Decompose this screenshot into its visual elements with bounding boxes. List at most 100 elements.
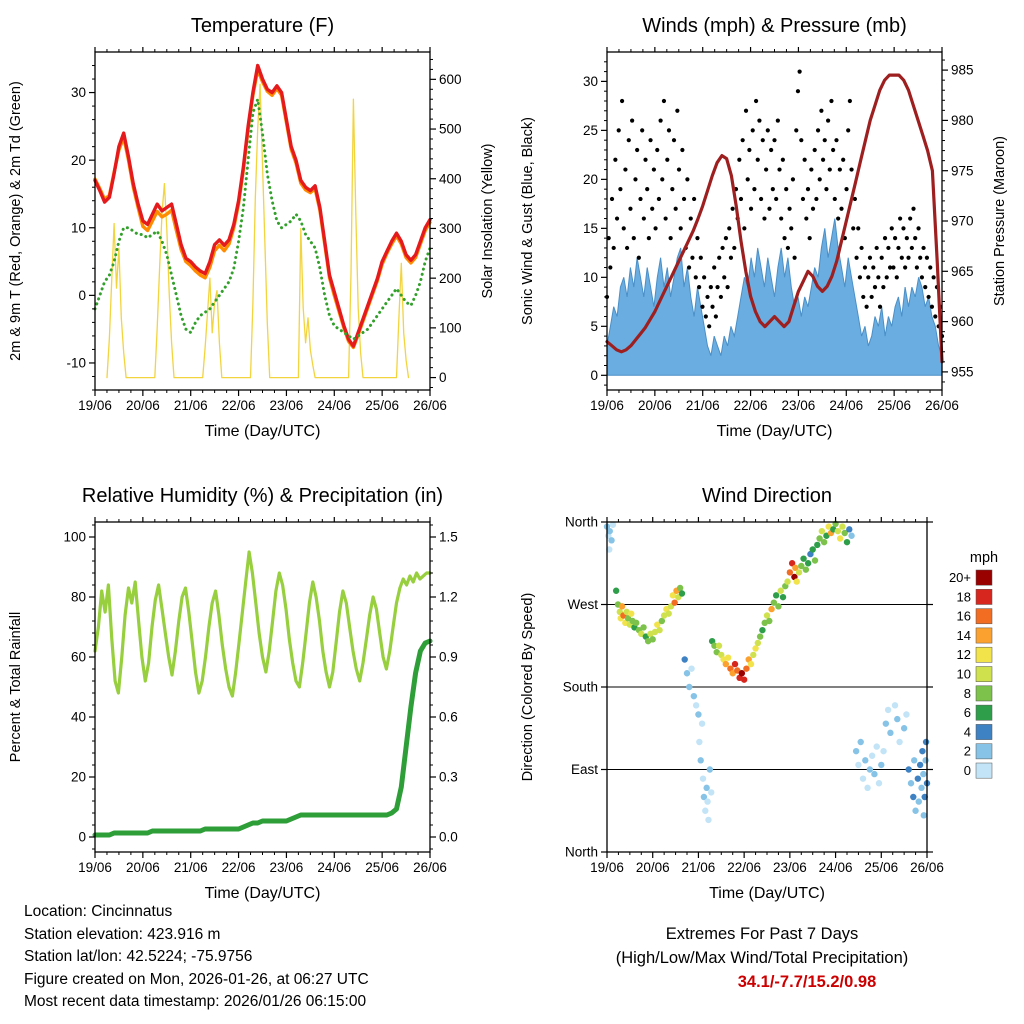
svg-text:Station Pressure (Maroon): Station Pressure (Maroon) (992, 136, 1008, 306)
svg-text:22/06: 22/06 (727, 860, 761, 875)
svg-text:20: 20 (583, 172, 598, 187)
svg-text:18: 18 (957, 589, 971, 604)
svg-text:10: 10 (957, 667, 971, 682)
svg-text:25/06: 25/06 (877, 398, 911, 413)
svg-text:300: 300 (439, 221, 462, 236)
figure-created: Figure created on Mon, 2026-01-26, at 06… (24, 970, 369, 988)
speed-legend: mph 20+ 18 16 14 12 10 8 6 4 2 0 (949, 550, 998, 779)
svg-text:980: 980 (951, 113, 974, 128)
svg-text:1.5: 1.5 (439, 530, 458, 545)
svg-text:Solar Insolation (Yellow): Solar Insolation (Yellow) (480, 143, 496, 298)
svg-text:0: 0 (78, 830, 86, 845)
svg-text:East: East (571, 762, 598, 777)
svg-text:955: 955 (951, 364, 974, 379)
humidity-precip-chart: Relative Humidity (%) & Precipitation (i… (8, 485, 458, 902)
svg-text:Direction (Colored By Speed): Direction (Colored By Speed) (520, 593, 536, 782)
station-latlon: Station lat/lon: 42.5224; -75.9756 (24, 948, 253, 966)
svg-text:North: North (565, 845, 598, 860)
svg-text:20: 20 (71, 770, 86, 785)
svg-text:19/06: 19/06 (78, 398, 112, 413)
series-2m-temperature (93, 63, 432, 348)
svg-text:0: 0 (590, 368, 598, 383)
svg-text:0: 0 (78, 288, 86, 303)
svg-text:Winds (mph) & Pressure (mb): Winds (mph) & Pressure (mb) (642, 15, 907, 37)
svg-text:26/06: 26/06 (413, 860, 447, 875)
series-9m-temperature (93, 67, 432, 350)
svg-text:10: 10 (583, 270, 598, 285)
svg-text:400: 400 (439, 171, 462, 186)
svg-text:20: 20 (71, 153, 86, 168)
series-total-rainfall (92, 638, 433, 838)
temperature-chart: Temperature (F) Time (Day/UTC) 2m & 9m T (… (8, 15, 496, 440)
svg-text:Percent & Total Rainfall: Percent & Total Rainfall (8, 612, 24, 762)
svg-text:200: 200 (439, 271, 462, 286)
svg-text:0: 0 (439, 370, 447, 385)
svg-text:80: 80 (71, 590, 86, 605)
svg-text:24/06: 24/06 (317, 398, 351, 413)
station-elevation: Station elevation: 423.916 m (24, 925, 221, 943)
svg-text:500: 500 (439, 122, 462, 137)
svg-text:26/06: 26/06 (910, 860, 944, 875)
wind-direction-chart: Wind Direction Time (Day/UTC) Direction (C… (520, 485, 998, 902)
data-timestamp: Most recent data timestamp: 2026/01/26 0… (24, 993, 367, 1011)
series-station-pressure (605, 73, 944, 364)
svg-text:22/06: 22/06 (222, 398, 256, 413)
svg-text:30: 30 (583, 74, 598, 89)
svg-text:21/06: 21/06 (174, 860, 208, 875)
svg-text:23/06: 23/06 (773, 860, 807, 875)
svg-text:22/06: 22/06 (222, 860, 256, 875)
direction-scatter (603, 520, 931, 824)
svg-text:26/06: 26/06 (413, 398, 447, 413)
svg-text:20+: 20+ (949, 570, 971, 585)
svg-text:2: 2 (964, 744, 971, 759)
svg-text:19/06: 19/06 (590, 398, 624, 413)
svg-text:25/06: 25/06 (365, 860, 399, 875)
svg-text:Temperature (F): Temperature (F) (191, 15, 334, 37)
svg-text:Time (Day/UTC): Time (Day/UTC) (205, 885, 321, 902)
svg-text:Wind Direction: Wind Direction (702, 485, 832, 507)
svg-text:21/06: 21/06 (174, 398, 208, 413)
svg-text:23/06: 23/06 (270, 860, 304, 875)
svg-text:Time (Day/UTC): Time (Day/UTC) (709, 885, 825, 902)
svg-text:0.6: 0.6 (439, 710, 458, 725)
svg-text:25/06: 25/06 (365, 398, 399, 413)
svg-text:South: South (563, 680, 598, 695)
svg-text:0: 0 (964, 763, 971, 778)
svg-text:23/06: 23/06 (270, 398, 304, 413)
svg-text:20/06: 20/06 (636, 860, 670, 875)
extremes-subtitle: (High/Low/Max Wind/Total Precipitation) (615, 949, 909, 967)
svg-text:5: 5 (590, 319, 598, 334)
svg-text:0.0: 0.0 (439, 830, 458, 845)
extremes-block: Extremes For Past 7 Days (High/Low/Max W… (512, 922, 1012, 994)
svg-text:Time (Day/UTC): Time (Day/UTC) (717, 423, 833, 440)
svg-text:25: 25 (583, 123, 598, 138)
svg-text:20/06: 20/06 (126, 398, 160, 413)
svg-text:1.2: 1.2 (439, 590, 458, 605)
winds-pressure-chart: Winds (mph) & Pressure (mb) Time (Day/UTC… (520, 15, 1008, 440)
svg-text:0.3: 0.3 (439, 770, 458, 785)
svg-text:Time (Day/UTC): Time (Day/UTC) (205, 423, 321, 440)
station-location: Location: Cincinnatus (24, 903, 173, 920)
svg-text:30: 30 (71, 85, 86, 100)
svg-text:100: 100 (63, 530, 86, 545)
svg-text:16: 16 (957, 609, 971, 624)
svg-text:965: 965 (951, 264, 974, 279)
svg-text:975: 975 (951, 163, 974, 178)
svg-text:20/06: 20/06 (126, 860, 160, 875)
svg-text:600: 600 (439, 72, 462, 87)
svg-text:21/06: 21/06 (682, 860, 716, 875)
svg-text:mph: mph (970, 550, 998, 566)
svg-text:19/06: 19/06 (78, 860, 112, 875)
svg-text:Sonic Wind & Gust (Blue, Black: Sonic Wind & Gust (Blue, Black) (520, 117, 536, 325)
extremes-values: 34.1/-7.7/15.2/0.98 (737, 973, 877, 991)
svg-text:10: 10 (71, 220, 86, 235)
svg-text:0.9: 0.9 (439, 650, 458, 665)
svg-text:West: West (567, 597, 598, 612)
svg-text:12: 12 (957, 647, 971, 662)
svg-text:985: 985 (951, 63, 974, 78)
svg-text:21/06: 21/06 (686, 398, 720, 413)
svg-text:15: 15 (583, 221, 598, 236)
svg-text:60: 60 (71, 650, 86, 665)
extremes-title: Extremes For Past 7 Days (665, 925, 859, 943)
